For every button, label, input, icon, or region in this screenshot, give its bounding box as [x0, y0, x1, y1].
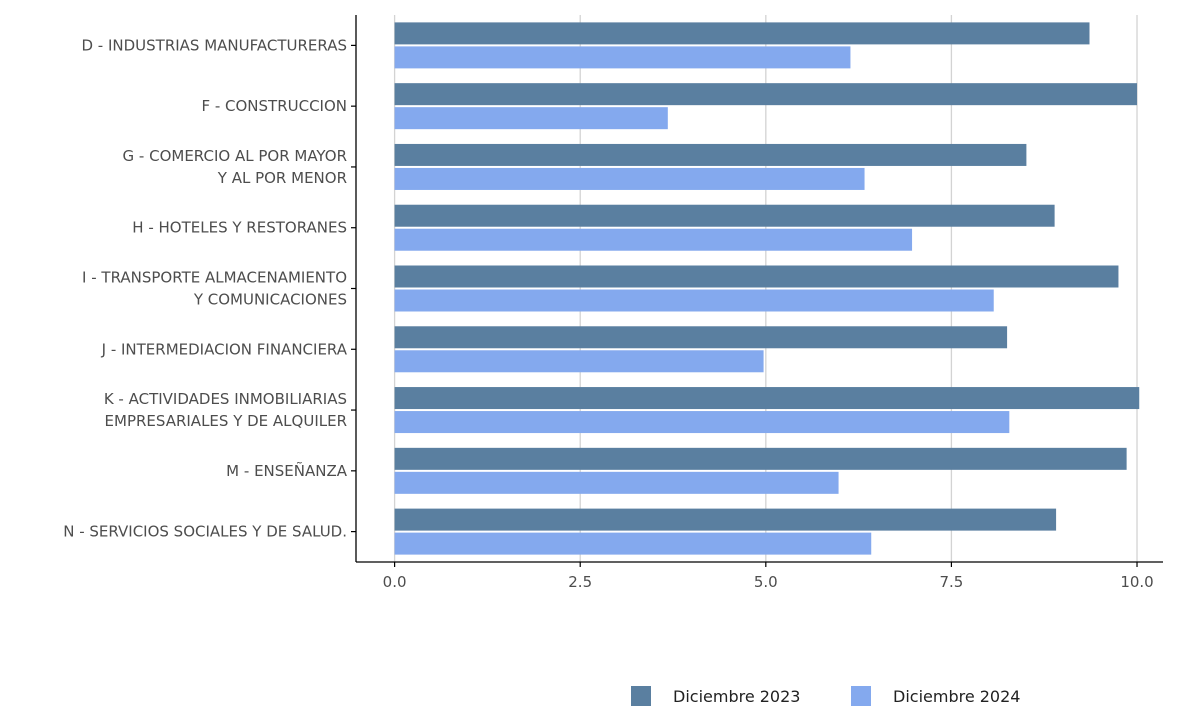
bar-dic-2023	[394, 265, 1119, 288]
legend: Diciembre 2023 Diciembre 2024	[631, 686, 1020, 706]
gridlines	[393, 15, 1138, 562]
category-label: F - CONSTRUCCION	[201, 97, 347, 115]
bar-dic-2024	[394, 107, 668, 130]
category-label: I - TRANSPORTE ALMACENAMIENTO	[82, 269, 347, 287]
bar-dic-2024	[394, 471, 839, 494]
bar-dic-2023	[394, 143, 1027, 166]
x-tick-label: 2.5	[568, 573, 592, 591]
bar-dic-2024	[394, 46, 851, 69]
legend-label: Diciembre 2023	[673, 687, 800, 706]
x-tick-label: 0.0	[383, 573, 407, 591]
category-label: Y AL POR MENOR	[217, 169, 347, 187]
category-label: J - INTERMEDIACION FINANCIERA	[101, 340, 348, 358]
category-labels: D - INDUSTRIAS MANUFACTURERAS F - CONSTRU…	[63, 36, 348, 540]
bar-dic-2024	[394, 532, 872, 555]
bar-dic-2024	[394, 167, 865, 190]
bar-dic-2023	[394, 204, 1055, 227]
bar-dic-2023	[394, 83, 1138, 106]
legend-label: Diciembre 2024	[893, 687, 1020, 706]
bar-dic-2024	[394, 289, 994, 312]
category-label: H - HOTELES Y RESTORANES	[132, 219, 347, 237]
x-tick-label: 5.0	[754, 573, 778, 591]
bars	[394, 22, 1140, 555]
category-label: M - ENSEÑANZA	[226, 461, 348, 480]
bar-dic-2024	[394, 411, 1010, 434]
category-label: G - COMERCIO AL POR MAYOR	[123, 147, 347, 165]
bar-dic-2024	[394, 228, 913, 251]
legend-swatch	[851, 686, 871, 706]
x-tick-labels: 0.0 2.5 5.0 7.5 10.0	[383, 573, 1154, 591]
category-label: N - SERVICIOS SOCIALES Y DE SALUD.	[63, 523, 347, 541]
bar-dic-2023	[394, 326, 1008, 349]
bar-dic-2024	[394, 350, 764, 373]
x-tick-label: 7.5	[939, 573, 963, 591]
x-tick-label: 10.0	[1120, 573, 1153, 591]
axes	[351, 15, 1163, 567]
bar-dic-2023	[394, 447, 1127, 470]
category-label: D - INDUSTRIAS MANUFACTURERAS	[81, 36, 347, 54]
bar-dic-2023	[394, 387, 1140, 410]
category-label: K - ACTIVIDADES INMOBILIARIAS	[104, 390, 347, 408]
bar-dic-2023	[394, 22, 1090, 45]
legend-swatch	[631, 686, 651, 706]
category-label: EMPRESARIALES Y DE ALQUILER	[105, 412, 347, 430]
category-label: Y COMUNICACIONES	[193, 291, 347, 309]
bar-dic-2023	[394, 508, 1057, 531]
